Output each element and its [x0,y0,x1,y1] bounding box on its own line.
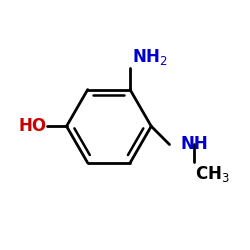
Text: NH: NH [180,134,208,152]
Text: CH$_3$: CH$_3$ [195,164,230,184]
Text: HO: HO [18,117,46,135]
Text: NH$_2$: NH$_2$ [132,48,168,68]
